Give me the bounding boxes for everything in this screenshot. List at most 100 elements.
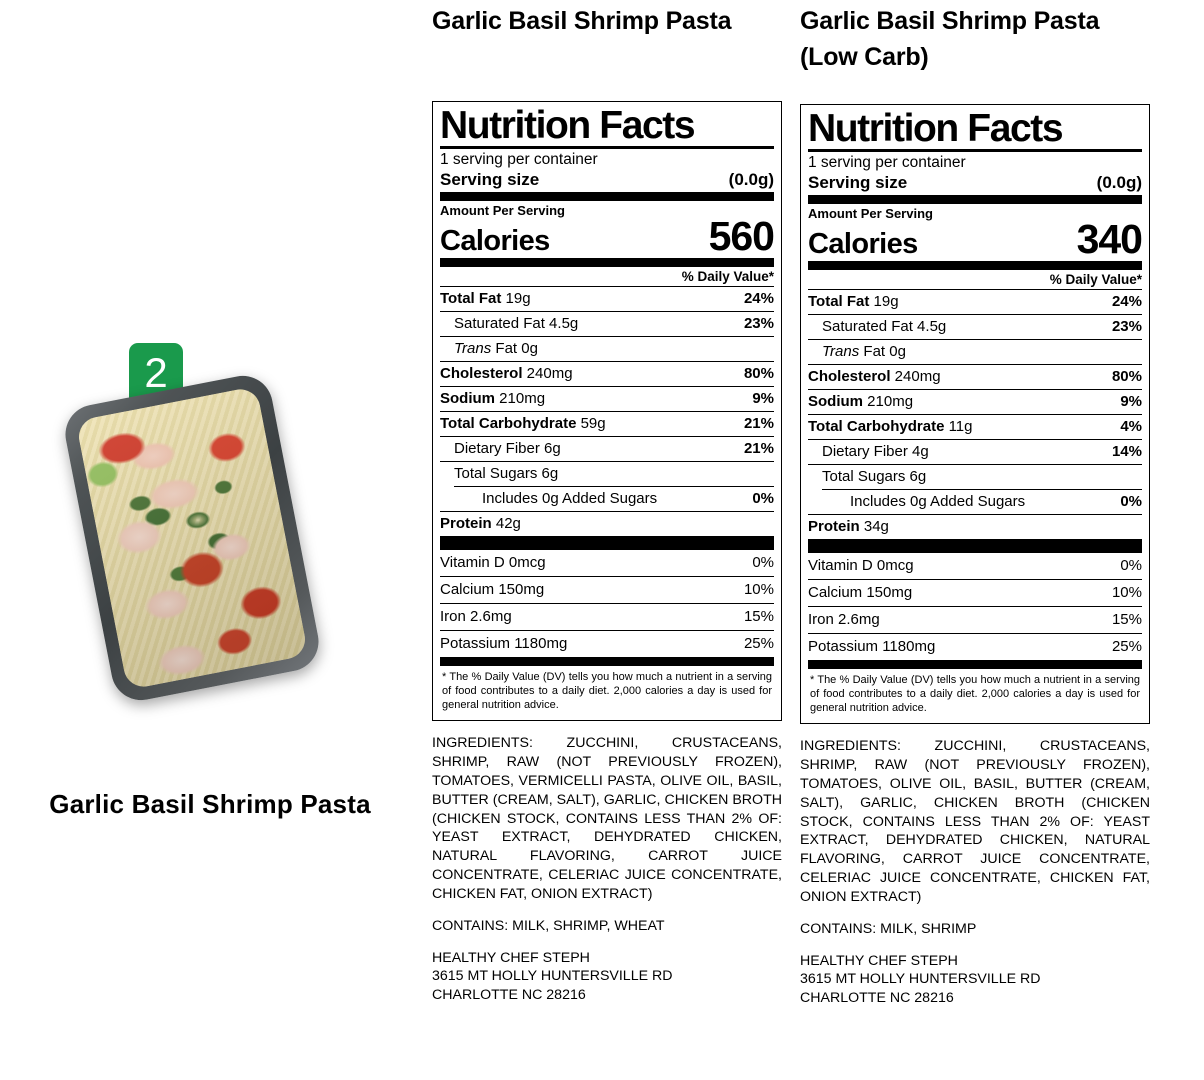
nutrient-row: Total Sugars 6g (440, 460, 774, 486)
product-title: Garlic Basil Shrimp Pasta (432, 7, 732, 35)
vitamin-name: Vitamin D 0mcg (440, 553, 546, 571)
nutrition-facts-heading: Nutrition Facts (808, 107, 1064, 150)
divider (808, 659, 1142, 669)
vitamin-daily-value: 10% (1111, 583, 1142, 601)
vitamin-daily-value: 25% (1111, 637, 1142, 655)
vitamin-daily-value: 15% (743, 607, 774, 625)
vitamin-name: Potassium 1180mg (808, 637, 936, 655)
nutrient-row: Total Carbohydrate 11g 4% (808, 413, 1142, 439)
nutrient-rows: Total Fat 19g 24% Saturated Fat 4.5g 23% Tra… (808, 288, 1142, 539)
nutrient-rows: Total Fat 19g 24% Saturated Fat 4.5g 23% Tra… (440, 285, 774, 536)
daily-value-header: % Daily Value* (1049, 271, 1142, 287)
allergen-contains-text: CONTAINS: MILK, SHRIMP (800, 920, 977, 937)
nutrient-daily-value: 24% (1111, 292, 1142, 310)
serving-count-badge-number: 2 (144, 349, 168, 396)
serving-size-row: Serving size (0.0g) (808, 173, 1142, 196)
daily-value-footnote: * The % Daily Value (DV) tells you how m… (442, 670, 772, 711)
nutrient-daily-value: 80% (1111, 367, 1142, 385)
nutrient-name: Total Fat 19g (440, 289, 531, 307)
nutrient-row: Trans Fat 0g (808, 338, 1142, 364)
servings-per-container: 1 serving per container (440, 151, 598, 169)
vitamin-name: Calcium 150mg (808, 583, 913, 601)
shrimp-pasta-food-image (75, 385, 309, 691)
nutrition-facts-heading: Nutrition Facts (440, 104, 696, 147)
vitamin-rows: Vitamin D 0mcg 0% Calcium 150mg 10% Iron 2.6… (808, 553, 1142, 660)
nutrient-name: Total Sugars 6g (822, 467, 927, 485)
vitamin-row: Calcium 150mg 10% (808, 578, 1142, 606)
divider (440, 656, 774, 666)
nutrient-name: Total Fat 19g (808, 292, 899, 310)
divider (440, 535, 774, 550)
calories-value: 340 (1076, 216, 1143, 263)
nutrient-name: Trans Fat 0g (454, 339, 538, 357)
vitamin-rows: Vitamin D 0mcg 0% Calcium 150mg 10% Iron 2.6… (440, 550, 774, 657)
divider (440, 192, 774, 202)
nutrient-name: Trans Fat 0g (822, 342, 906, 360)
nutrient-name: Dietary Fiber 4g (822, 442, 929, 460)
nutrient-daily-value: 23% (1111, 317, 1142, 335)
footnote-asterisk: * (442, 670, 450, 683)
vitamin-daily-value: 0% (1120, 556, 1142, 574)
vitamin-row: Vitamin D 0mcg 0% (808, 553, 1142, 579)
nutrient-row: Cholesterol 240mg 80% (440, 360, 774, 386)
ingredients-text: INGREDIENTS: ZUCCHINI, CRUSTACEANS, SHRI… (432, 735, 782, 902)
calories-value: 560 (708, 213, 775, 260)
nutrient-daily-value: 80% (743, 364, 774, 382)
vitamin-row: Potassium 1180mg 25% (440, 629, 774, 657)
nutrient-name: Dietary Fiber 6g (454, 439, 561, 457)
nutrient-name: Total Carbohydrate 11g (808, 417, 973, 435)
nutrient-row: Total Carbohydrate 59g 21% (440, 410, 774, 436)
calories-row: Calories 340 (808, 216, 1143, 263)
nutrient-row: Cholesterol 240mg 80% (808, 363, 1142, 389)
serving-size-label: Serving size (808, 172, 908, 192)
nutrient-daily-value: 23% (743, 314, 774, 332)
nutrient-name: Total Sugars 6g (454, 464, 559, 482)
nutrient-row: Dietary Fiber 4g 14% (808, 438, 1142, 464)
nutrient-daily-value: 0% (752, 489, 774, 507)
nutrient-name: Protein 34g (808, 517, 889, 535)
vitamin-name: Iron 2.6mg (440, 607, 512, 625)
nutrient-row: Sodium 210mg 9% (440, 385, 774, 411)
vitamin-name: Potassium 1180mg (440, 634, 568, 652)
calories-label: Calories (808, 227, 918, 260)
meal-tray-icon (60, 370, 324, 706)
nutrient-row: Total Sugars 6g (808, 463, 1142, 489)
nutrient-row: Protein 34g (808, 513, 1142, 539)
vitamin-row: Potassium 1180mg 25% (808, 632, 1142, 660)
nutrient-daily-value: 9% (752, 389, 774, 407)
servings-per-container: 1 serving per container (808, 154, 966, 172)
calories-row: Calories 560 (440, 213, 775, 260)
manufacturer-address: HEALTHY CHEF STEPH 3615 MT HOLLY HUNTERS… (800, 952, 1041, 1007)
ingredients-text: INGREDIENTS: ZUCCHINI, CRUSTACEANS, SHRI… (800, 738, 1150, 905)
product-photo (60, 370, 324, 712)
nutrient-daily-value: 0% (1120, 492, 1142, 510)
serving-size-value: (0.0g) (728, 169, 774, 189)
nutrient-row: Saturated Fat 4.5g 23% (808, 313, 1142, 339)
serving-size-value: (0.0g) (1096, 172, 1142, 192)
nutrient-daily-value: 14% (1111, 442, 1142, 460)
serving-size-row: Serving size (0.0g) (440, 170, 774, 193)
nutrient-name: Saturated Fat 4.5g (454, 314, 579, 332)
calories-label: Calories (440, 224, 550, 257)
divider (808, 260, 1142, 270)
vitamin-daily-value: 0% (752, 553, 774, 571)
vitamin-name: Vitamin D 0mcg (808, 556, 914, 574)
vitamin-row: Vitamin D 0mcg 0% (440, 550, 774, 576)
nutrient-row: Includes 0g Added Sugars 0% (454, 485, 774, 511)
nutrient-daily-value: 9% (1120, 392, 1142, 410)
nutrition-label-column-lowcarb: Garlic Basil Shrimp Pasta (Low Carb) Nut… (800, 0, 1150, 1008)
nutrient-row: Saturated Fat 4.5g 23% (440, 310, 774, 336)
nutrient-daily-value: 21% (743, 414, 774, 432)
nutrient-name: Sodium 210mg (440, 389, 546, 407)
product-title: Garlic Basil Shrimp Pasta (Low Carb) (800, 7, 1100, 71)
amount-per-serving-label: Amount Per Serving (440, 203, 565, 219)
nutrient-row: Sodium 210mg 9% (808, 388, 1142, 414)
nutrient-row: Total Fat 19g 24% (440, 285, 774, 311)
daily-value-header: % Daily Value* (681, 268, 774, 284)
nutrient-row: Protein 42g (440, 510, 774, 536)
divider (808, 538, 1142, 553)
nutrition-label-column-standard: Garlic Basil Shrimp Pasta Nutrition Fact… (432, 0, 782, 1005)
serving-size-label: Serving size (440, 169, 540, 189)
footnote-asterisk: * (810, 673, 818, 686)
vitamin-name: Iron 2.6mg (808, 610, 880, 628)
